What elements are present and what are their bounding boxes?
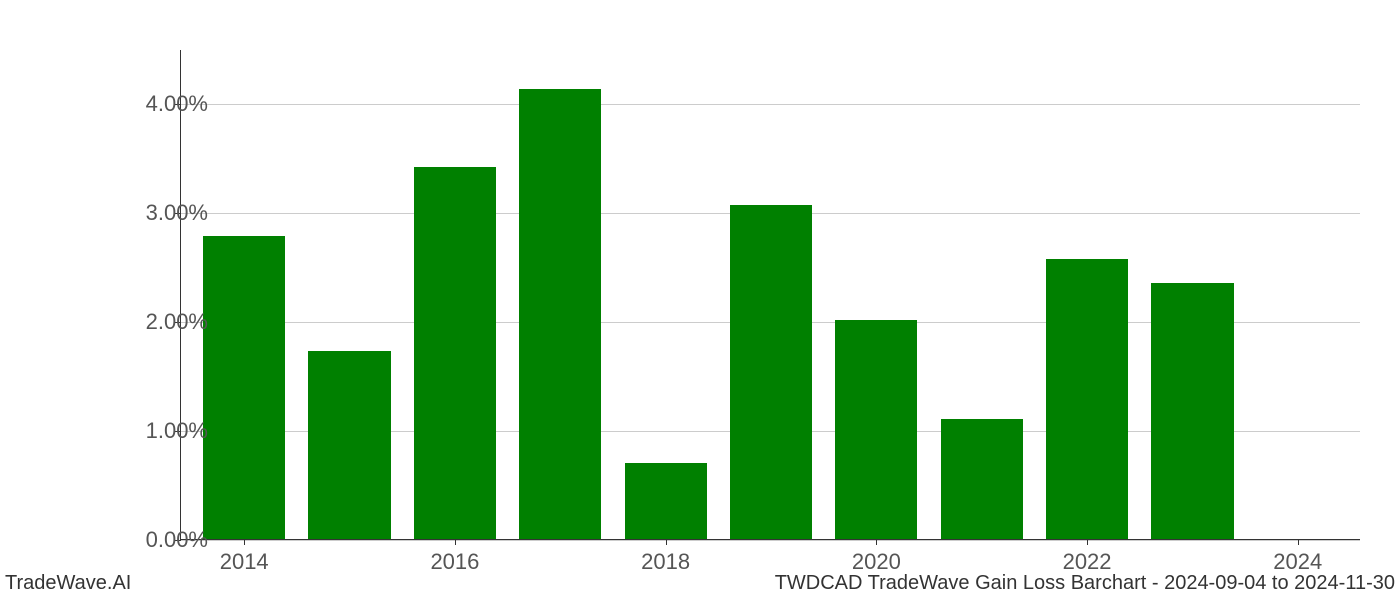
bar-2021 xyxy=(941,419,1023,539)
chart-container: 201420162018202020222024 xyxy=(180,50,1360,540)
bar-2019 xyxy=(730,205,812,539)
ytick-label: 0.00% xyxy=(146,527,208,553)
xtick-mark xyxy=(1298,539,1299,545)
xtick-mark xyxy=(666,539,667,545)
xtick-mark xyxy=(1087,539,1088,545)
ytick-label: 3.00% xyxy=(146,200,208,226)
bar-2015 xyxy=(308,351,390,539)
bar-2023 xyxy=(1151,283,1233,539)
bar-2017 xyxy=(519,89,601,539)
bar-2020 xyxy=(835,320,917,539)
bar-2014 xyxy=(203,236,285,539)
xtick-label: 2016 xyxy=(430,549,479,575)
plot-area: 201420162018202020222024 xyxy=(180,50,1360,540)
xtick-mark xyxy=(455,539,456,545)
xtick-mark xyxy=(876,539,877,545)
ytick-label: 4.00% xyxy=(146,91,208,117)
bar-2022 xyxy=(1046,259,1128,539)
bar-2018 xyxy=(625,463,707,539)
footer-right-caption: TWDCAD TradeWave Gain Loss Barchart - 20… xyxy=(775,572,1395,595)
footer-left-brand: TradeWave.AI xyxy=(5,572,131,595)
ytick-label: 1.00% xyxy=(146,418,208,444)
bar-2016 xyxy=(414,167,496,539)
xtick-label: 2014 xyxy=(220,549,269,575)
ytick-label: 2.00% xyxy=(146,309,208,335)
xtick-mark xyxy=(244,539,245,545)
xtick-label: 2018 xyxy=(641,549,690,575)
gridline xyxy=(181,540,1360,541)
gridline xyxy=(181,104,1360,105)
